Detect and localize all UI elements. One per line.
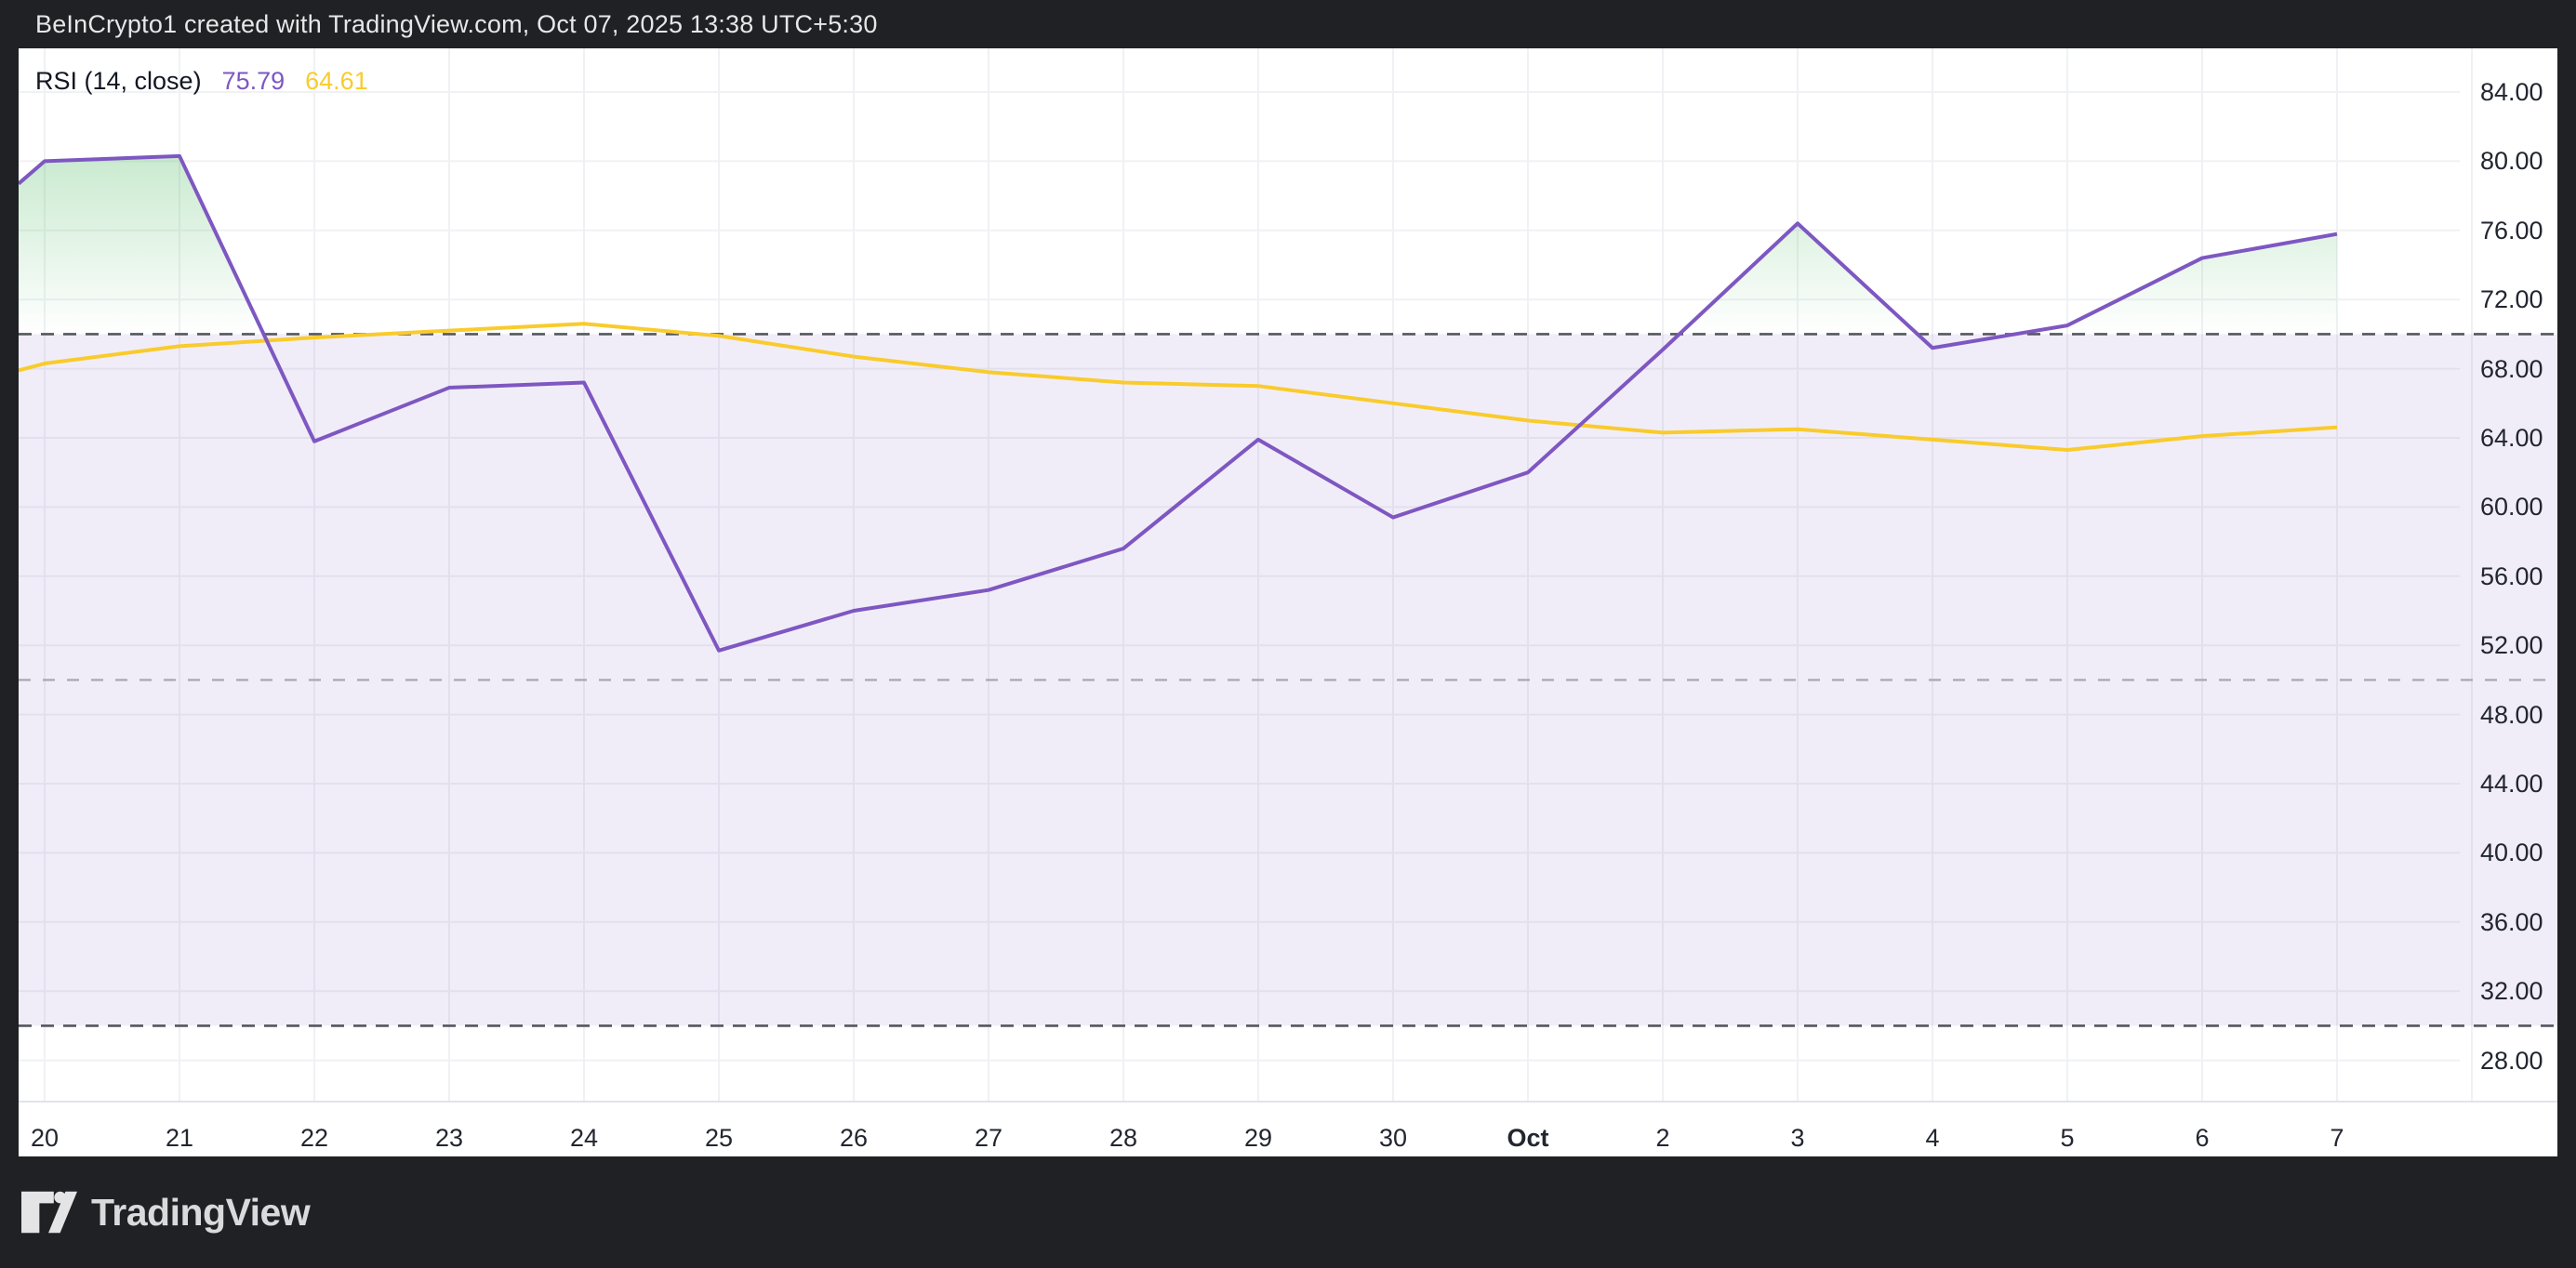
price-axis-label: 80.00 — [2480, 147, 2543, 176]
time-axis-label: 5 — [2060, 1124, 2075, 1152]
time-axis-label: 23 — [434, 1124, 464, 1152]
price-axis-label: 60.00 — [2480, 493, 2543, 522]
time-axis-label: 20 — [30, 1124, 60, 1152]
price-axis-label: 64.00 — [2480, 424, 2543, 452]
price-axis-label: 52.00 — [2480, 631, 2543, 660]
footer-bar: TradingView — [0, 1156, 2576, 1268]
time-axis-label: 24 — [569, 1124, 599, 1152]
indicator-legend: RSI (14, close) 75.79 64.61 — [35, 67, 368, 96]
time-axis-label: Oct — [1507, 1124, 1549, 1152]
time-axis-label: 22 — [299, 1124, 329, 1152]
price-axis-label: 44.00 — [2480, 770, 2543, 798]
rsi-current-value: 75.79 — [221, 67, 285, 95]
time-axis-label: 21 — [165, 1124, 194, 1152]
indicator-title: RSI (14, close) — [35, 67, 202, 95]
tradingview-logo-icon — [21, 1191, 77, 1234]
time-axis-label: 25 — [704, 1124, 734, 1152]
overbought-area — [19, 155, 2337, 335]
time-axis-label: 3 — [1790, 1124, 1805, 1152]
price-axis-label: 84.00 — [2480, 78, 2543, 106]
watermark-titlebar: BeInCrypto1 created with TradingView.com… — [0, 0, 2576, 48]
price-axis-label: 32.00 — [2480, 977, 2543, 1006]
ma-current-value: 64.61 — [305, 67, 368, 95]
time-axis-label: 7 — [2330, 1124, 2344, 1152]
rsi-pane[interactable]: RSI (14, close) 75.79 64.61 84.00 80.00 76.0… — [19, 48, 2557, 1156]
price-axis-label: 40.00 — [2480, 839, 2543, 867]
time-axis-label: 4 — [1925, 1124, 1940, 1152]
rsi-line[interactable] — [19, 153, 2338, 653]
time-axis-label: 2 — [1655, 1124, 1670, 1152]
price-axis-label: 36.00 — [2480, 907, 2543, 936]
price-axis-label: 28.00 — [2480, 1046, 2543, 1075]
time-axis-label: 28 — [1109, 1124, 1138, 1152]
price-axis-label: 72.00 — [2480, 285, 2543, 314]
price-axis-label: 56.00 — [2480, 561, 2543, 590]
time-axis-label: 30 — [1378, 1124, 1408, 1152]
tradingview-logo[interactable]: TradingView — [21, 1190, 311, 1235]
ma-line[interactable] — [19, 322, 2338, 453]
tradingview-logo-text: TradingView — [91, 1190, 311, 1234]
price-axis[interactable]: 84.00 80.00 76.00 72.00 68.00 64.00 60.00 56.00… — [19, 48, 2557, 1102]
rsi-chart-canvas[interactable] — [19, 48, 2557, 1156]
time-axis[interactable]: 20 21 22 23 24 25 26 27 28 29 30 Oct 2 3 4 5 6 7 — [19, 1102, 2557, 1156]
time-axis-label: 29 — [1243, 1124, 1273, 1152]
time-axis-label: 27 — [974, 1124, 1003, 1152]
time-axis-label: 6 — [2195, 1124, 2210, 1152]
watermark-title: BeInCrypto1 created with TradingView.com… — [35, 10, 878, 38]
time-axis-label: 26 — [839, 1124, 869, 1152]
price-axis-label: 68.00 — [2480, 354, 2543, 383]
price-axis-label: 48.00 — [2480, 700, 2543, 729]
price-axis-label: 76.00 — [2480, 216, 2543, 244]
